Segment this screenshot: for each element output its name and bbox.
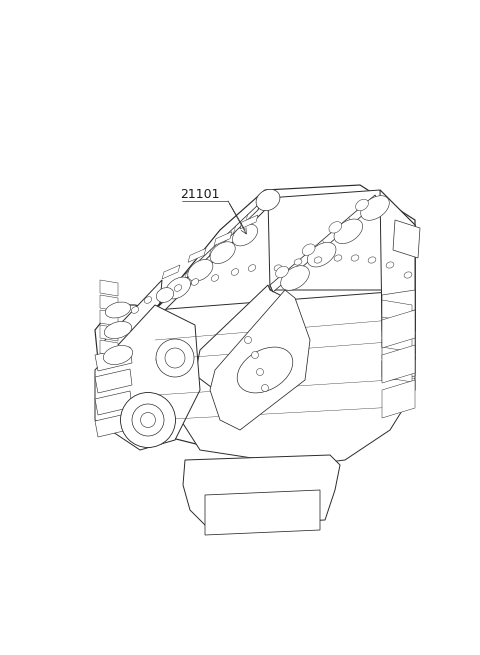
Polygon shape (95, 347, 132, 371)
Ellipse shape (281, 266, 309, 290)
Polygon shape (214, 232, 232, 246)
Polygon shape (270, 195, 378, 292)
Polygon shape (95, 185, 415, 460)
Ellipse shape (368, 257, 376, 263)
Text: 21101: 21101 (180, 189, 220, 202)
Ellipse shape (132, 404, 164, 436)
Polygon shape (100, 325, 118, 341)
Ellipse shape (302, 244, 315, 255)
Ellipse shape (156, 288, 174, 303)
Polygon shape (382, 356, 415, 381)
Ellipse shape (356, 199, 369, 211)
Ellipse shape (174, 285, 182, 291)
Polygon shape (188, 248, 206, 263)
Ellipse shape (192, 278, 199, 286)
Polygon shape (100, 310, 118, 326)
Ellipse shape (211, 274, 219, 282)
Ellipse shape (334, 255, 342, 261)
Ellipse shape (156, 339, 194, 377)
Ellipse shape (314, 257, 322, 263)
Ellipse shape (252, 352, 259, 358)
Polygon shape (100, 280, 162, 370)
Polygon shape (382, 300, 412, 322)
Ellipse shape (144, 297, 152, 303)
Polygon shape (205, 490, 320, 535)
Polygon shape (382, 290, 415, 315)
Polygon shape (100, 295, 118, 311)
Polygon shape (100, 280, 118, 296)
Ellipse shape (274, 265, 282, 271)
Ellipse shape (244, 337, 252, 343)
Ellipse shape (104, 322, 132, 339)
Ellipse shape (262, 384, 268, 392)
Polygon shape (95, 305, 200, 450)
Polygon shape (382, 345, 415, 383)
Polygon shape (382, 330, 412, 352)
Ellipse shape (256, 189, 280, 211)
Ellipse shape (351, 255, 359, 261)
Polygon shape (195, 285, 290, 390)
Ellipse shape (165, 348, 185, 368)
Ellipse shape (294, 259, 302, 265)
Ellipse shape (360, 196, 389, 220)
Ellipse shape (307, 242, 336, 267)
Ellipse shape (105, 302, 131, 318)
Polygon shape (240, 215, 258, 229)
Polygon shape (382, 310, 415, 348)
Polygon shape (162, 265, 180, 279)
Ellipse shape (232, 224, 258, 246)
Ellipse shape (334, 219, 362, 244)
Polygon shape (183, 455, 340, 525)
Polygon shape (382, 360, 412, 382)
Ellipse shape (237, 347, 293, 393)
Ellipse shape (404, 272, 412, 278)
Ellipse shape (276, 267, 288, 278)
Polygon shape (100, 340, 118, 356)
Polygon shape (382, 380, 415, 418)
Polygon shape (393, 220, 420, 258)
Polygon shape (210, 290, 310, 430)
Ellipse shape (166, 277, 191, 299)
Ellipse shape (210, 242, 235, 263)
Ellipse shape (132, 307, 139, 313)
Polygon shape (160, 203, 260, 303)
Ellipse shape (120, 392, 176, 447)
Ellipse shape (386, 262, 394, 268)
Polygon shape (95, 413, 132, 437)
Polygon shape (268, 190, 415, 290)
Ellipse shape (329, 221, 342, 233)
Polygon shape (380, 190, 415, 360)
Ellipse shape (248, 265, 256, 271)
Ellipse shape (141, 413, 156, 428)
Polygon shape (95, 369, 132, 393)
Polygon shape (155, 198, 270, 310)
Ellipse shape (188, 259, 213, 281)
Ellipse shape (231, 269, 239, 275)
Polygon shape (95, 391, 132, 415)
Ellipse shape (103, 345, 132, 365)
Polygon shape (155, 290, 415, 465)
Polygon shape (382, 334, 415, 359)
Polygon shape (382, 312, 415, 337)
Ellipse shape (256, 369, 264, 375)
Ellipse shape (158, 291, 166, 299)
